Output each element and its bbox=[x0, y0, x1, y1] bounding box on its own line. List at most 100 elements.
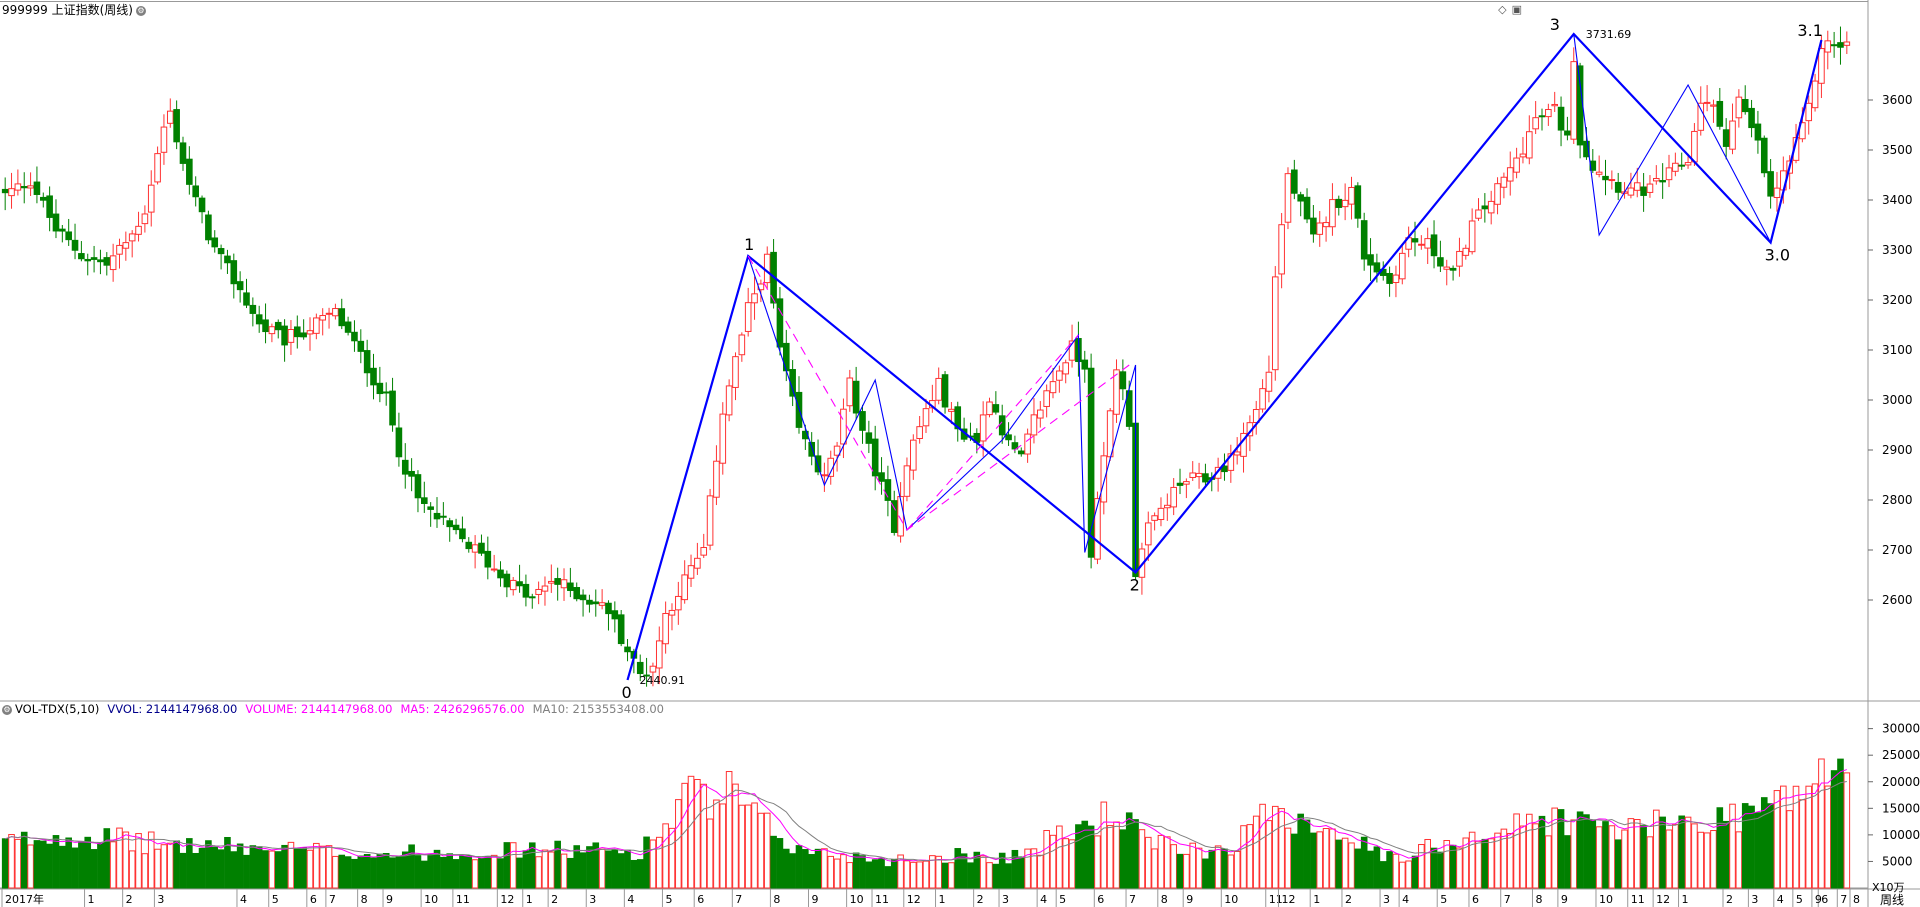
date-tick-label: 12 bbox=[907, 893, 921, 906]
candle-body bbox=[916, 426, 923, 440]
candle-body bbox=[1151, 515, 1158, 521]
candle bbox=[363, 339, 371, 387]
price-tick-label: 2900 bbox=[1882, 443, 1913, 457]
volume-bar bbox=[1138, 829, 1146, 889]
candle-body bbox=[560, 579, 568, 589]
candle bbox=[605, 600, 612, 631]
candle bbox=[903, 457, 911, 502]
candle-body bbox=[1310, 217, 1317, 235]
wave-label: 3731.69 bbox=[1586, 28, 1632, 41]
candle-body bbox=[224, 255, 231, 264]
candle-body bbox=[116, 244, 123, 255]
candle bbox=[1767, 158, 1774, 209]
candle-body bbox=[1665, 167, 1673, 181]
volume-bar bbox=[1513, 813, 1520, 889]
volume-bar bbox=[725, 771, 733, 889]
date-tick-label: 7 bbox=[1504, 893, 1511, 906]
candle bbox=[186, 146, 193, 195]
candle bbox=[1360, 212, 1368, 271]
candle bbox=[421, 481, 428, 513]
candle-body bbox=[84, 258, 92, 262]
volume-tick-label: 10000 bbox=[1882, 828, 1920, 842]
candle-body bbox=[1233, 451, 1241, 456]
candle-body bbox=[1716, 100, 1724, 127]
volume-bar bbox=[300, 847, 307, 889]
candle bbox=[281, 319, 288, 362]
volume-bar bbox=[1151, 848, 1158, 889]
volume-bar bbox=[1487, 838, 1495, 889]
candle bbox=[840, 398, 847, 459]
candle bbox=[1424, 227, 1431, 265]
panel-toggle-icon[interactable]: ▣ bbox=[1511, 3, 1522, 16]
candle bbox=[1608, 170, 1616, 190]
price-tick-label: 2800 bbox=[1882, 493, 1913, 507]
date-tick-label: 2 bbox=[1726, 893, 1733, 906]
candle bbox=[1157, 497, 1165, 527]
candle bbox=[338, 298, 346, 330]
candle bbox=[452, 518, 460, 535]
candle-body bbox=[1741, 98, 1749, 113]
candle bbox=[1570, 47, 1578, 145]
volume-bar bbox=[871, 859, 879, 889]
volume-bar bbox=[630, 859, 638, 889]
candle-body bbox=[1449, 267, 1457, 271]
candle-body bbox=[1684, 162, 1692, 166]
date-tick-label: 10 bbox=[1224, 893, 1238, 906]
candle bbox=[497, 561, 504, 587]
volume-bar bbox=[700, 783, 708, 889]
date-tick-label: 3 bbox=[1383, 893, 1390, 906]
volume-bar bbox=[1437, 851, 1444, 889]
candle bbox=[306, 317, 314, 351]
candle-body bbox=[852, 380, 860, 414]
candle bbox=[1144, 511, 1152, 561]
volume-bar bbox=[408, 844, 415, 889]
candle bbox=[675, 581, 682, 625]
candle bbox=[992, 391, 1000, 415]
candle-body bbox=[1487, 200, 1495, 214]
candle-body bbox=[1748, 107, 1755, 129]
candle-body bbox=[732, 356, 739, 388]
volume-bar bbox=[1119, 829, 1127, 889]
diamond-icon[interactable]: ◇ bbox=[1498, 3, 1507, 16]
volume-bar bbox=[605, 850, 612, 889]
candle-body bbox=[465, 541, 473, 550]
volume-bar bbox=[541, 849, 549, 889]
candle bbox=[1627, 172, 1635, 199]
settings-circle-icon[interactable]: ⚙ bbox=[136, 5, 146, 16]
candle-body bbox=[662, 612, 669, 645]
candle-body bbox=[1164, 504, 1171, 509]
candle-body bbox=[1068, 340, 1076, 361]
volume-bar bbox=[1748, 805, 1755, 889]
candle bbox=[1551, 91, 1559, 112]
candle-body bbox=[624, 646, 631, 653]
volume-bar bbox=[1030, 848, 1038, 889]
volume-bar bbox=[1735, 831, 1743, 889]
volume-bar bbox=[1037, 854, 1044, 889]
volume-bar bbox=[1144, 836, 1152, 889]
candle-body bbox=[1291, 169, 1298, 194]
candle-body bbox=[840, 408, 847, 445]
candle bbox=[700, 533, 708, 558]
volume-bar bbox=[1348, 842, 1355, 889]
volume-settings-icon[interactable]: ⚙ bbox=[2, 704, 12, 715]
candle bbox=[147, 170, 155, 227]
volume-bar bbox=[579, 852, 587, 889]
candle bbox=[173, 100, 180, 150]
volume-bar bbox=[224, 836, 231, 889]
volume-bar bbox=[459, 855, 466, 889]
volume-bar bbox=[1780, 785, 1787, 889]
candle bbox=[1449, 265, 1457, 281]
candle bbox=[319, 308, 327, 336]
volume-bar bbox=[186, 838, 193, 889]
date-tick-label: 8 bbox=[1535, 893, 1542, 906]
volume-bar bbox=[890, 859, 898, 889]
date-tick-label: 8 bbox=[361, 893, 368, 906]
candle bbox=[586, 594, 593, 613]
volume-bar bbox=[1811, 783, 1819, 889]
candle bbox=[351, 320, 358, 352]
volume-bar bbox=[763, 812, 771, 889]
candle-body bbox=[649, 665, 657, 673]
candle-body bbox=[528, 596, 536, 599]
volume-bar bbox=[33, 840, 41, 889]
candle bbox=[522, 574, 530, 607]
